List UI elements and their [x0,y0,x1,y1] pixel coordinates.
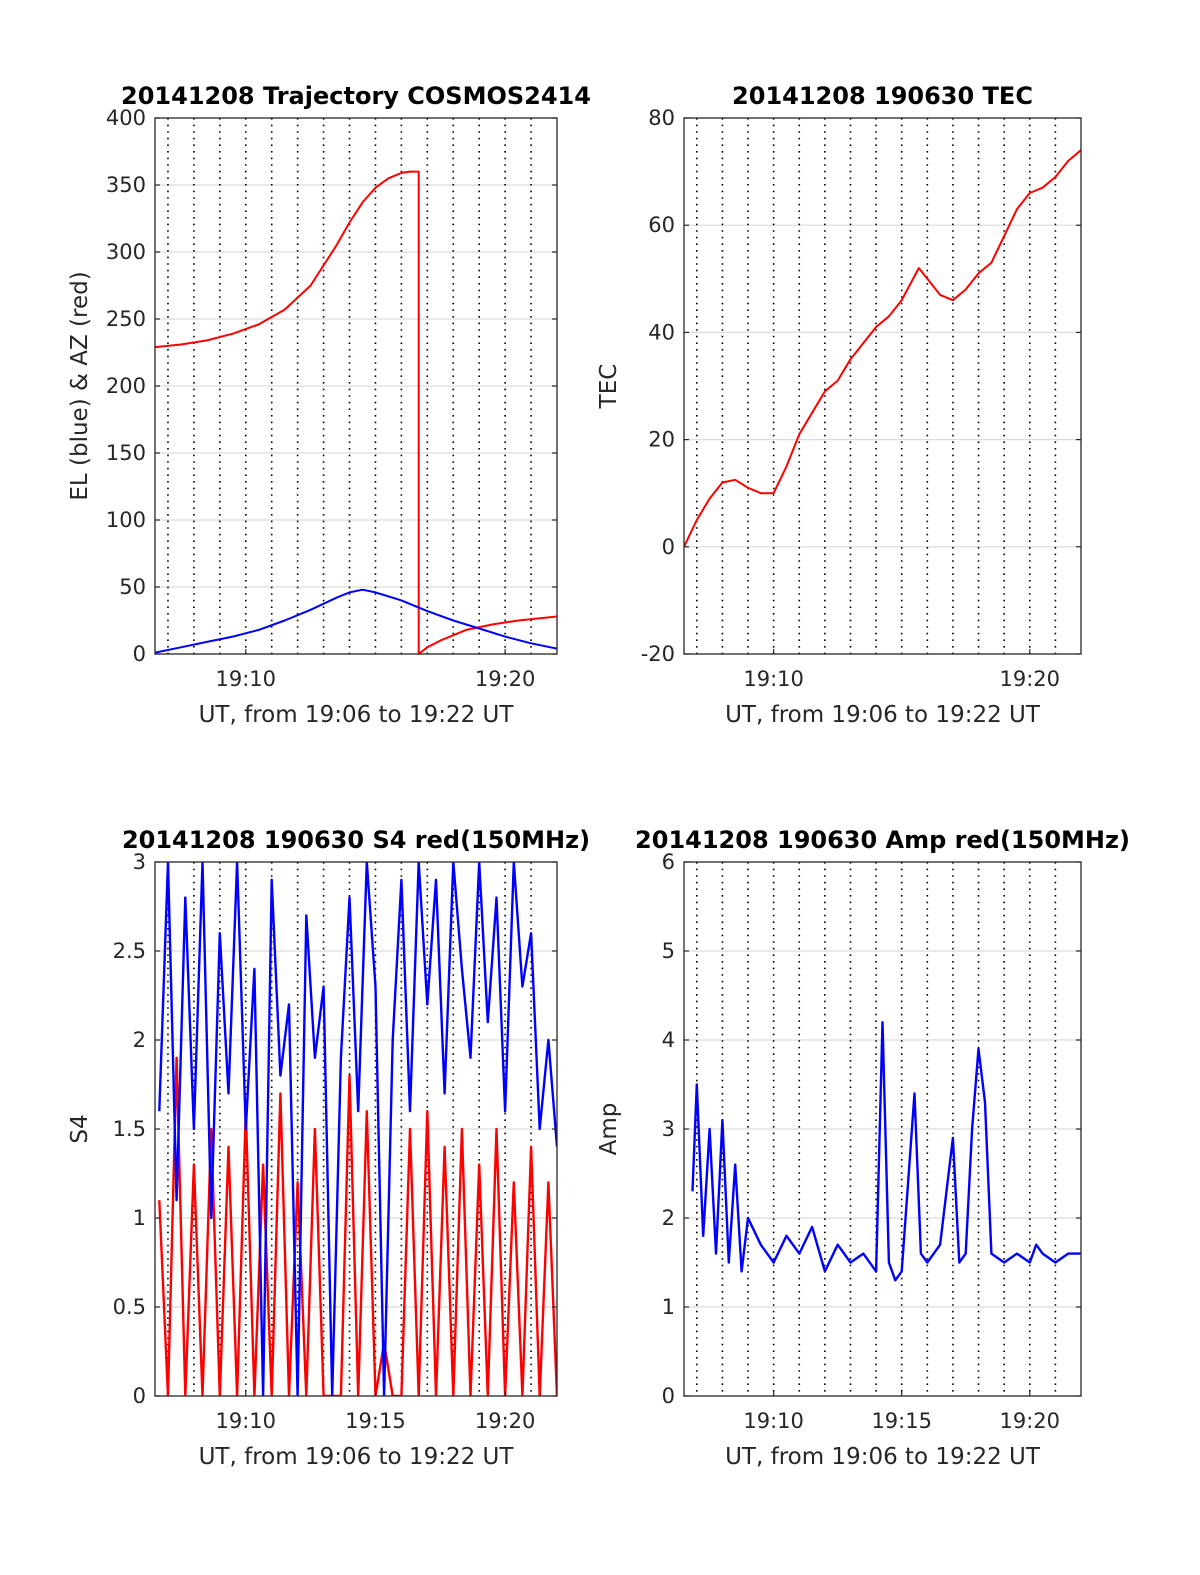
s4-y-tick-label: 0 [133,1384,146,1408]
s4-y-tick-label: 3 [133,850,146,874]
amp-y-tick-label: 0 [662,1384,675,1408]
trajectory-title: 20141208 Trajectory COSMOS2414 [121,82,591,110]
tec-panel: -20 0 20 40 60 80 19:10 19:20 20141208 190630 TE… [596,82,1082,728]
tec-axes-box [683,117,1082,655]
trajectory-y-tick-label: 300 [106,240,146,264]
amp-x-tick-label: 19:10 [743,1409,804,1433]
tec-title: 20141208 190630 TEC [732,82,1033,110]
tec-x-axis-label: UT, from 19:06 to 19:22 UT [725,702,1041,728]
tec-x-tick-label: 19:20 [1000,667,1061,691]
s4-series-0-line [158,1056,557,1396]
trajectory-series-1-line [155,588,557,654]
s4-y-tick-label: 2.5 [113,939,146,963]
s4-x-axis-label: UT, from 19:06 to 19:22 UT [199,1444,515,1470]
s4-y-tick-label: 2 [133,1028,146,1052]
amp-y-tick-label: 5 [662,939,675,963]
tec-y-tick-label: 20 [648,428,675,452]
s4-series-1-line [158,862,557,1396]
amp-panel: 0 1 2 3 4 5 6 19:10 19:15 19:20 20141208 190630 Am… [596,826,1130,1470]
amp-y-tick-label: 3 [662,1117,675,1141]
trajectory-x-tick-label: 19:10 [216,667,277,691]
trajectory-series-0-line [155,170,557,654]
trajectory-y-tick-label: 0 [133,642,146,666]
trajectory-panel: 0 50 100 150 200 250 300 350 400 19:10 19:20 201412… [67,82,591,728]
s4-y-axis-label: S4 [67,1114,93,1143]
trajectory-y-tick-label: 250 [106,307,146,331]
trajectory-y-tick-label: 400 [106,106,146,130]
amp-x-axis-label: UT, from 19:06 to 19:22 UT [725,1444,1041,1470]
s4-x-tick-label: 19:15 [345,1409,406,1433]
amp-y-axis-label: Amp [596,1103,622,1156]
amp-y-tick-label: 2 [662,1206,675,1230]
amp-y-tick-label: 6 [662,850,675,874]
trajectory-y-tick-label: 150 [106,441,146,465]
s4-panel: 0 0.5 1 1.5 2 2.5 3 19:10 19:15 19:20 20141208 190… [67,826,590,1470]
s4-title: 20141208 190630 S4 red(150MHz) [122,826,590,854]
s4-x-tick-label: 19:10 [216,1409,277,1433]
trajectory-y-tick-label: 50 [119,575,146,599]
tec-y-axis-label: TEC [596,364,622,410]
amp-title: 20141208 190630 Amp red(150MHz) [635,826,1130,854]
trajectory-y-axis-label: EL (blue) & AZ (red) [67,271,93,500]
amp-series-0-line [691,1021,1081,1282]
tec-y-tick-label: 80 [648,106,675,130]
amp-y-tick-label: 1 [662,1295,675,1319]
amp-x-tick-label: 19:20 [1000,1409,1061,1433]
tec-series-0-line [684,149,1081,548]
tec-y-tick-label: -20 [641,642,675,666]
tec-y-tick-label: 0 [662,535,675,559]
trajectory-x-axis-label: UT, from 19:06 to 19:22 UT [199,702,515,728]
trajectory-y-tick-label: 100 [106,508,146,532]
tec-y-tick-label: 40 [648,320,675,344]
trajectory-x-tick-label: 19:20 [475,667,536,691]
tec-y-tick-label: 60 [648,213,675,237]
s4-y-tick-label: 1 [133,1206,146,1230]
s4-y-tick-label: 0.5 [113,1295,146,1319]
amp-x-tick-label: 19:15 [871,1409,932,1433]
s4-y-tick-label: 1.5 [113,1117,146,1141]
trajectory-y-tick-label: 200 [106,374,146,398]
trajectory-y-tick-label: 350 [106,173,146,197]
tec-x-tick-label: 19:10 [743,667,804,691]
s4-x-tick-label: 19:20 [475,1409,536,1433]
amp-y-tick-label: 4 [662,1028,675,1052]
